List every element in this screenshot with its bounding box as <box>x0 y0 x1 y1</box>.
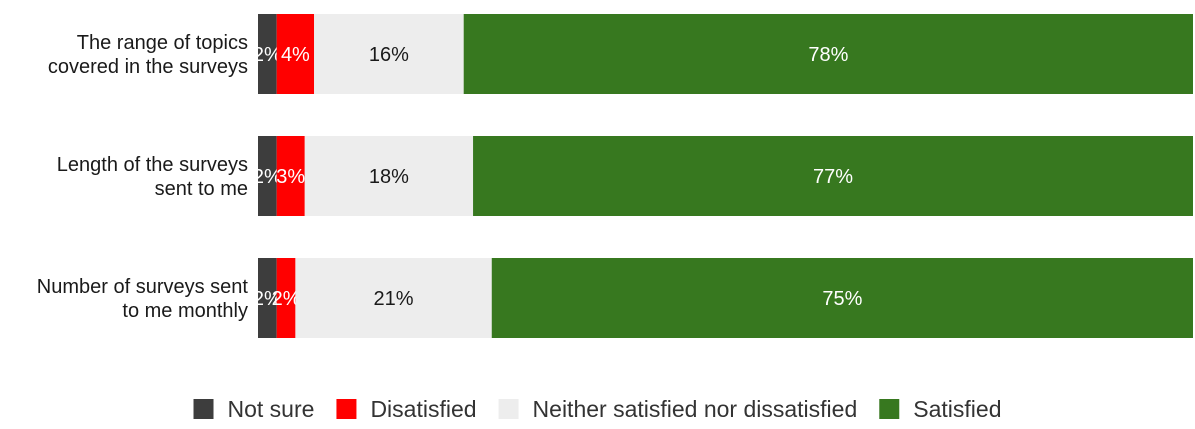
bar-segment <box>276 136 305 216</box>
data-label: 16% <box>369 44 409 66</box>
data-label: 18% <box>369 166 409 188</box>
legend-item: Disatisfied <box>336 396 477 422</box>
legend-label: Not sure <box>228 396 315 422</box>
bar-segment <box>258 14 277 94</box>
bar-segment <box>314 14 464 94</box>
category-label-line: Number of surveys sent <box>37 276 249 298</box>
legend-label: Satisfied <box>913 396 1001 422</box>
data-label: 2% <box>272 288 301 310</box>
category-label-line: sent to me <box>155 178 248 200</box>
category-labels: The range of topics covered in the survey… <box>37 32 249 322</box>
legend: Not sure Disatisfied Neither satisfied nor… <box>193 396 1001 422</box>
legend-label: Neither satisfied nor dissatisfied <box>533 396 858 422</box>
bar-segment <box>463 14 1193 94</box>
legend-item: Neither satisfied nor dissatisfied <box>498 396 858 422</box>
legend-label: Disatisfied <box>370 396 476 422</box>
legend-item: Not sure <box>193 396 315 422</box>
data-label: 21% <box>374 288 414 310</box>
legend-swatch <box>193 399 214 419</box>
bar-segment <box>276 14 315 94</box>
data-label: 78% <box>808 44 848 66</box>
bars: 2% 4% 16% 78%2%3% 18% 77%2%2% 21% 75% <box>253 14 1193 338</box>
category-label-line: Length of the surveys <box>57 154 248 176</box>
bar-segment <box>491 258 1193 338</box>
data-label: 2% <box>253 44 282 66</box>
bar-segment <box>258 136 277 216</box>
data-label: 3% <box>276 166 305 188</box>
legend-swatch <box>498 399 519 419</box>
bar-segment <box>258 258 277 338</box>
data-label: 77% <box>813 166 853 188</box>
category-label: The range of topics covered in the survey… <box>48 32 248 78</box>
bar-segment <box>276 258 296 338</box>
legend-item: Satisfied <box>879 396 1001 422</box>
category-label-line: to me monthly <box>122 300 248 322</box>
category-label: Length of the surveys sent to me <box>57 154 248 200</box>
bar-segment <box>473 136 1193 216</box>
data-label: 75% <box>822 288 862 310</box>
category-label: Number of surveys sent to me monthly <box>37 276 249 322</box>
data-label: 2% <box>253 288 282 310</box>
bar-segment <box>295 258 492 338</box>
data-label: 4% <box>281 44 310 66</box>
category-label-line: covered in the surveys <box>48 56 248 78</box>
category-label-line: The range of topics <box>77 32 248 54</box>
legend-swatch <box>336 399 357 419</box>
legend-swatch <box>879 399 900 419</box>
data-label: 2% <box>253 166 282 188</box>
bar-segment <box>304 136 474 216</box>
